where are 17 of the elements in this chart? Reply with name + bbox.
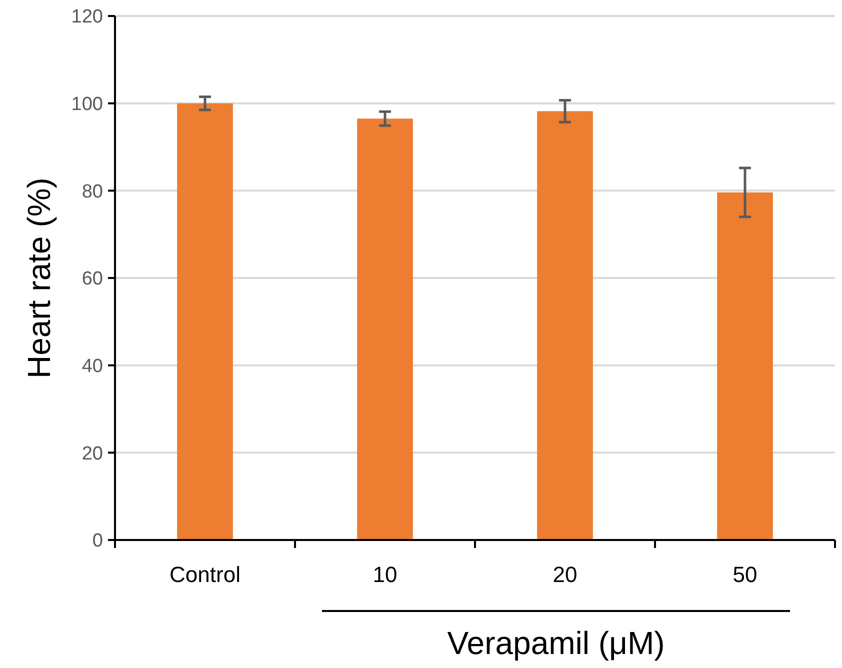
x-axis-title: Verapamil (μM) [447, 625, 665, 661]
bar [357, 118, 413, 540]
x-tick-label: 20 [552, 562, 578, 587]
x-tick-label: Control [170, 562, 240, 587]
y-tick-label: 100 [71, 94, 103, 115]
bar [177, 103, 233, 540]
y-tick-label: 0 [92, 530, 103, 552]
x-tick-label: 50 [732, 562, 758, 587]
y-tick-label: 20 [82, 443, 103, 464]
x-tick-label: 10 [372, 562, 398, 587]
bar [717, 192, 773, 540]
y-axis-title: Heart rate (%) [21, 178, 57, 378]
y-tick-label: 60 [82, 268, 103, 290]
y-tick-label: 40 [82, 356, 103, 377]
bar [537, 111, 593, 540]
y-tick-label: 120 [71, 6, 103, 28]
y-tick-label: 80 [82, 181, 103, 202]
